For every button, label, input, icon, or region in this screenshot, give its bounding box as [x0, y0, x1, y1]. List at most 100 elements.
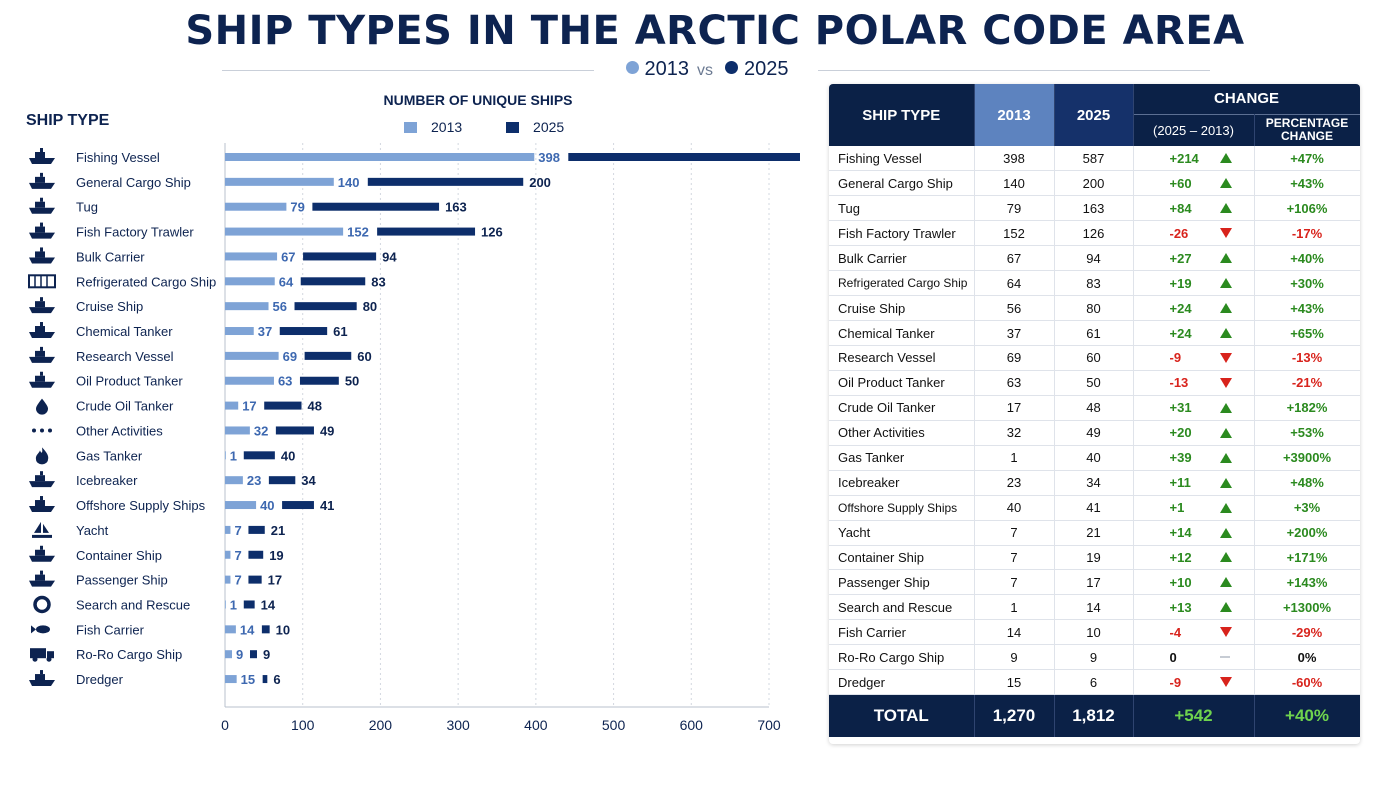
x-tick-label: 100 [291, 717, 315, 733]
flame-icon [35, 447, 49, 465]
cell-2013: 140 [974, 170, 1055, 197]
change-value: -4 [1169, 624, 1182, 640]
cell-ship-type: Research Vessel [829, 345, 975, 371]
data-label-2013: 152 [347, 225, 369, 240]
data-label-2025: 9 [263, 647, 270, 662]
oil-drop-icon [36, 398, 48, 415]
arrow-up-icon [1219, 477, 1232, 488]
subtitle-vs: vs [697, 62, 713, 79]
cell-2025: 587 [1054, 146, 1134, 172]
data-label-2013: 14 [240, 622, 255, 637]
cell-2025: 80 [1054, 295, 1134, 322]
bar-2025 [264, 401, 302, 410]
bar-2013 [225, 202, 287, 211]
bar-2013 [225, 252, 278, 261]
category-label: Dredger [76, 672, 124, 687]
bar-2013 [225, 227, 344, 236]
bar-2025 [248, 525, 265, 534]
data-label-2013: 56 [273, 299, 287, 314]
bar-2025 [261, 625, 270, 634]
cell-2013: 56 [974, 295, 1055, 322]
legend-swatch-2013 [404, 122, 417, 133]
cell-2025: 19 [1054, 545, 1134, 571]
cell-ship-type: Other Activities [829, 420, 975, 446]
arrow-up-icon [1219, 303, 1232, 314]
category-label: Container Ship [76, 548, 162, 563]
cell-percentage: +106% [1254, 195, 1360, 222]
cell-change: +20 [1133, 420, 1255, 446]
cell-change: 0 [1133, 644, 1255, 671]
data-label-2013: 63 [278, 374, 292, 389]
cell-percentage: -29% [1254, 619, 1360, 646]
y-axis-title: SHIP TYPE [26, 112, 110, 129]
bar-2013 [225, 451, 226, 460]
cargo-ship-icon [29, 172, 55, 189]
table-row: Dredger 15 6 -9 -60% [829, 669, 1360, 696]
subtitle: 2013 vs 2025 [600, 58, 814, 81]
category-label: Offshore Supply Ships [76, 498, 206, 513]
cell-change: +19 [1133, 270, 1255, 297]
table-row: Ro-Ro Cargo Ship 9 9 0 0% [829, 644, 1360, 671]
category-label: Fishing Vessel [76, 150, 160, 165]
cell-2013: 9 [974, 644, 1055, 671]
data-label-2025: 61 [333, 324, 347, 339]
data-label-2025: 163 [445, 200, 467, 215]
cell-2013: 398 [974, 146, 1055, 172]
title-divider-right [818, 70, 1210, 71]
header-ship-type: SHIP TYPE [829, 84, 975, 146]
category-label: Oil Product Tanker [76, 374, 183, 389]
arrow-down-icon [1219, 627, 1232, 638]
cell-percentage: 0% [1254, 644, 1360, 671]
data-label-2025: 6 [273, 672, 280, 687]
cell-percentage: +53% [1254, 420, 1360, 446]
cell-ship-type: Yacht [829, 520, 975, 546]
category-label: Ro-Ro Cargo Ship [76, 647, 182, 662]
title-divider-left [222, 70, 594, 71]
data-label-2025: 41 [320, 498, 334, 513]
change-value: +39 [1169, 450, 1192, 466]
cell-ship-type: Fish Carrier [829, 619, 975, 646]
arrow-up-icon [1219, 427, 1232, 438]
offshore-supply-icon [29, 496, 55, 513]
arrow-up-icon [1219, 402, 1232, 413]
change-value: +31 [1169, 400, 1192, 416]
bar-2025 [243, 600, 255, 609]
bar-2013 [225, 153, 535, 161]
cell-2025: 10 [1054, 619, 1134, 646]
cell-2013: 32 [974, 420, 1055, 446]
cell-change: +214 [1133, 146, 1255, 172]
cell-2025: 200 [1054, 170, 1134, 197]
data-label-2013: 64 [279, 274, 294, 289]
change-value: -9 [1169, 674, 1182, 690]
cell-ship-type: Oil Product Tanker [829, 370, 975, 396]
category-label: Other Activities [76, 423, 163, 438]
table-row: Chemical Tanker 37 61 +24 +65% [829, 320, 1360, 346]
cell-ship-type: Offshore Supply Ships [829, 495, 975, 521]
arrow-up-icon [1219, 153, 1232, 164]
x-tick-label: 200 [369, 717, 393, 733]
table-row: Gas Tanker 1 40 +39 +3900% [829, 445, 1360, 471]
table-row: Yacht 7 21 +14 +200% [829, 520, 1360, 546]
cell-2013: 23 [974, 470, 1055, 496]
data-label-2013: 1 [230, 597, 237, 612]
cell-2013: 7 [974, 545, 1055, 571]
cell-ship-type: Passenger Ship [829, 569, 975, 596]
chemical-tanker-icon [29, 322, 55, 339]
table-row: Research Vessel 69 60 -9 -13% [829, 345, 1360, 371]
table-row: Other Activities 32 49 +20 +53% [829, 420, 1360, 446]
cell-2025: 40 [1054, 445, 1134, 471]
cell-percentage: -21% [1254, 370, 1360, 396]
cell-percentage: +3% [1254, 495, 1360, 521]
bar-2025 [294, 302, 357, 311]
table-row: Cruise Ship 56 80 +24 +43% [829, 295, 1360, 322]
cell-change: +24 [1133, 320, 1255, 346]
cell-2013: 64 [974, 270, 1055, 297]
icebreaker-icon [29, 471, 55, 488]
cell-2013: 1 [974, 445, 1055, 471]
arrow-up-icon [1219, 278, 1232, 289]
cell-2013: 67 [974, 245, 1055, 272]
data-label-2025: 17 [268, 573, 282, 588]
cell-change: +10 [1133, 569, 1255, 596]
table-row: General Cargo Ship 140 200 +60 +43% [829, 170, 1360, 197]
table-row: Search and Rescue 1 14 +13 +1300% [829, 594, 1360, 621]
